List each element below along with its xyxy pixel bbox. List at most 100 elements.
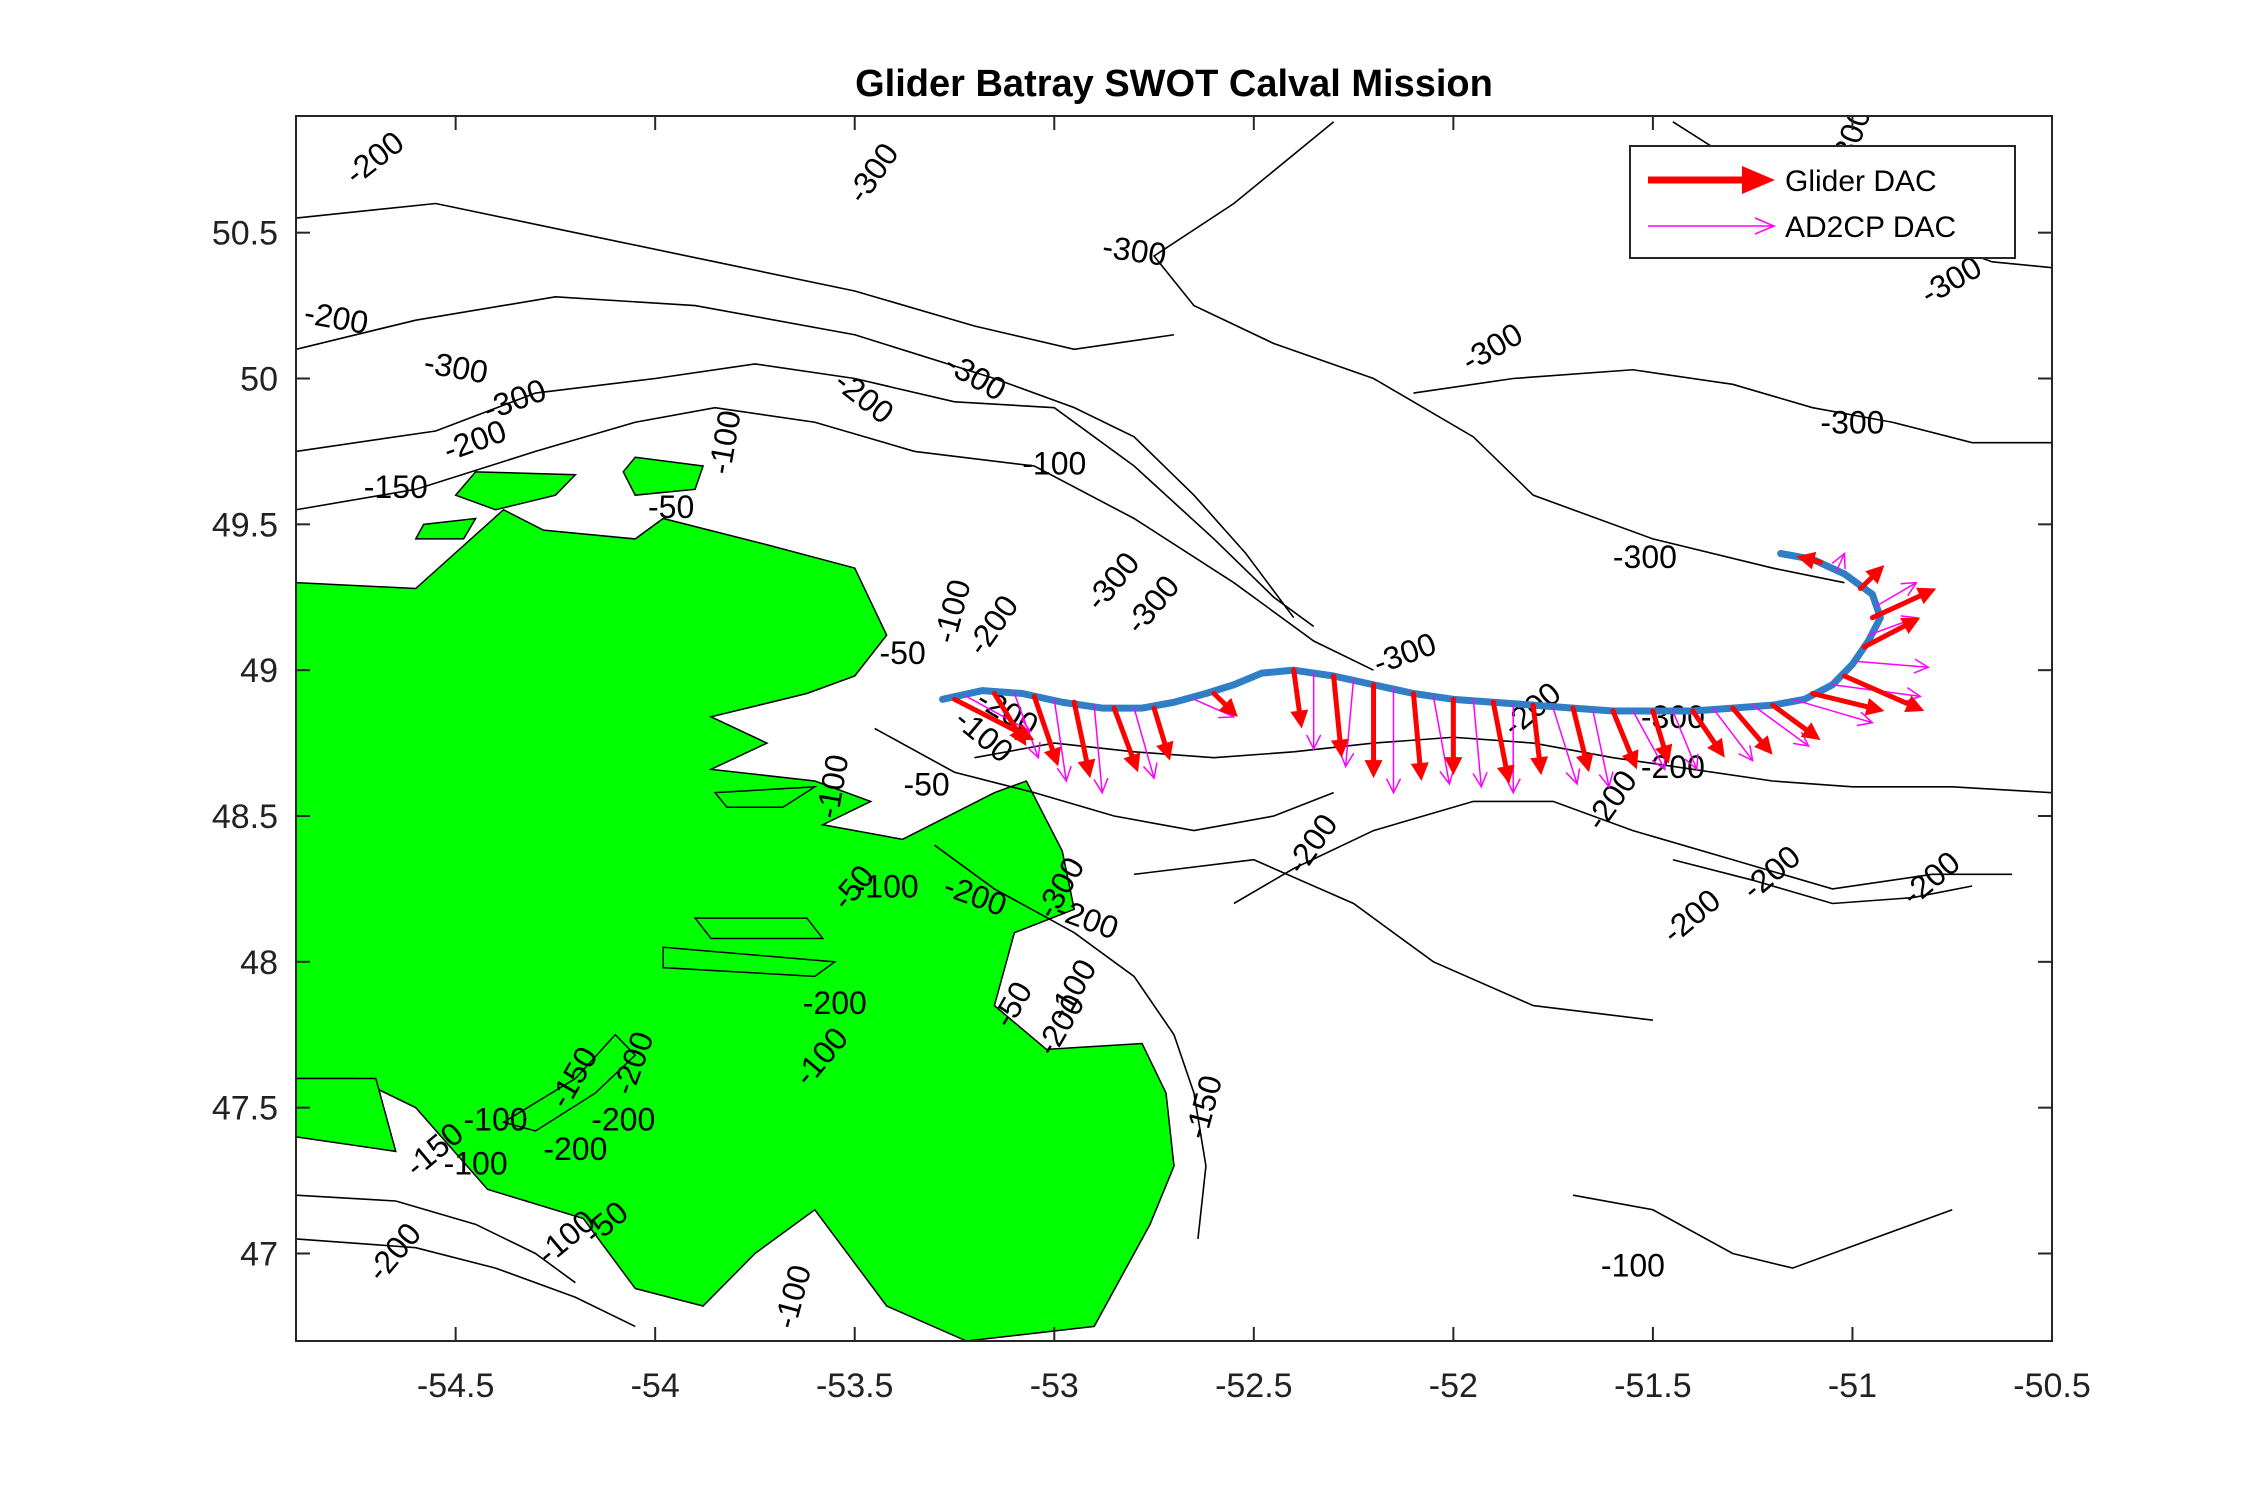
glider-dac-arrow-head [1290, 709, 1309, 729]
ad2cp-dac-arrow [1632, 710, 1666, 771]
glider-dac-arrow-head [1530, 756, 1549, 776]
contour-label: -100 [1601, 1248, 1665, 1284]
glider-dac-arrow-head [1156, 740, 1174, 761]
glider-dac-arrow [1071, 699, 1089, 763]
land-polygon [454, 471, 578, 511]
ad2cp-dac-arrow-head [1306, 734, 1322, 751]
legend-box [1629, 145, 2016, 259]
x-tick-label: -53.5 [816, 1367, 894, 1405]
glider-dac-arrow-head [1864, 697, 1885, 716]
contour-line [1152, 121, 1845, 584]
legend-glider-arrowhead [1742, 166, 1775, 194]
contour-label: -300 [1820, 405, 1884, 441]
glider-dac-arrow-head [1796, 551, 1817, 570]
y-tick-labels: 47 47.5 48 48.5 49 49.5 50 50.5 [212, 215, 278, 1274]
y-tick-label: 49 [240, 652, 278, 690]
ad2cp-dac-arrow-head [1831, 551, 1846, 570]
contour-line [1672, 858, 1973, 905]
ad2cp-dac-arrow [1472, 698, 1483, 788]
ad2cp-dac-arrow-head [1913, 658, 1930, 674]
y-tick-label: 50 [240, 361, 278, 399]
ad2cp-dac-arrow-head [1142, 762, 1158, 780]
land-polygon [662, 946, 837, 978]
legend-ad2cp-arrowhead [1754, 217, 1776, 235]
ad2cp-dac-arrow-head [1565, 768, 1581, 786]
contour-line [296, 1194, 576, 1284]
contour-line [296, 1238, 636, 1328]
x-tick-label: -53 [1030, 1367, 1079, 1405]
ad2cp-dac-arrow [1432, 695, 1451, 785]
contour-label: -100 [855, 868, 919, 904]
ad2cp-dac-arrow [1193, 698, 1235, 718]
glider-dac-arrow [1111, 705, 1135, 758]
ad2cp-dac-arrow-head [1856, 711, 1875, 727]
glider-dac-arrow-head [1123, 752, 1141, 773]
y-tick-label: 49.5 [212, 506, 278, 544]
contour-label: -50 [879, 635, 925, 671]
land-layer [296, 456, 1175, 1341]
glider-dac-arrow [1031, 693, 1055, 752]
glider-dac-arrow-head [1077, 758, 1096, 779]
glider-dac-arrow-head [1444, 757, 1463, 776]
chart-title: Glider Batray SWOT Calval Mission [855, 63, 1493, 105]
x-tick-label: -51.5 [1614, 1367, 1692, 1405]
ad2cp-dac-arrow [1133, 707, 1155, 779]
glider-dac-arrow [991, 691, 1020, 734]
ad2cp-dac-arrow [1053, 698, 1067, 782]
contour-label: -200 [543, 1131, 607, 1167]
contour-label: -50 [903, 766, 949, 802]
y-tick-label: 48 [240, 944, 278, 982]
glider-dac-arrow [1690, 708, 1718, 746]
contour-label: -150 [364, 469, 428, 505]
y-tick-label: 50.5 [212, 215, 278, 253]
glider-dac-arrow-head [1009, 725, 1027, 746]
glider-dac-arrow [1811, 558, 1824, 565]
glider-dac-arrow-head [1410, 762, 1429, 781]
contour-line [874, 727, 1334, 832]
glider-dac-arrow-head [1043, 746, 1061, 767]
ad2cp-dac-arrow [1875, 581, 1918, 607]
ad2cp-dac-arrow [1093, 704, 1103, 794]
ad2cp-dac-arrow-head [1026, 742, 1041, 760]
glider-dac-arrow [1770, 702, 1809, 733]
contour-line [296, 363, 1315, 628]
glider-dac-arrow-head [1865, 565, 1885, 585]
ad2cp-dac-arrow [1013, 692, 1040, 759]
axes-box [295, 115, 2053, 1342]
glider-dac-arrow-head [1496, 764, 1515, 784]
land-polygon [693, 917, 825, 940]
glider-dac-arrow [1291, 667, 1302, 714]
glider-dac-arrow [1570, 705, 1588, 758]
x-tick-label: -51 [1828, 1367, 1877, 1405]
land-polygon [296, 1077, 397, 1153]
x-tick-labels: -54.5 -54 -53.5 -53 -52.5 -52 -51.5 -51 -50.5 [417, 1367, 2091, 1405]
contour-label: -200 [591, 1102, 655, 1138]
glider-dac-arrow-head [1575, 752, 1594, 773]
glider-dac-arrow [1730, 705, 1764, 744]
ad2cp-dac-arrow-head [1472, 771, 1488, 789]
ad2cp-dac-arrow-head [1093, 777, 1109, 795]
glider-dac-arrow [1151, 705, 1168, 746]
ad2cp-dac-arrow [1791, 698, 1874, 724]
ad2cp-dac-arrow-head [1439, 768, 1455, 786]
tick-layer [296, 116, 2053, 1341]
glider-dac-arrow [1650, 708, 1667, 749]
contour-line [1233, 800, 2013, 905]
glider-dac-arrow-head [1621, 749, 1639, 770]
ad2cp-dac-arrow [1712, 707, 1754, 762]
glider-dac-arrow [1610, 708, 1633, 756]
glider-dac-arrow-head [1916, 587, 1937, 605]
contour-label: -100 [464, 1102, 528, 1138]
contour-label: -300 [1100, 228, 1168, 273]
ad2cp-dac-arrow [1552, 707, 1578, 785]
land-polygon [713, 785, 818, 808]
contour-label: -100 [444, 1145, 508, 1181]
glider-dac-arrow [1530, 702, 1542, 760]
contour-line [296, 296, 1295, 619]
glider-dac-arrow [1810, 691, 1870, 710]
x-tick-label: -54.5 [417, 1367, 495, 1405]
land-polygon [501, 1033, 637, 1132]
ad2cp-dac-arrow [1672, 710, 1698, 771]
glider-dac-arrow-head [1364, 760, 1383, 779]
